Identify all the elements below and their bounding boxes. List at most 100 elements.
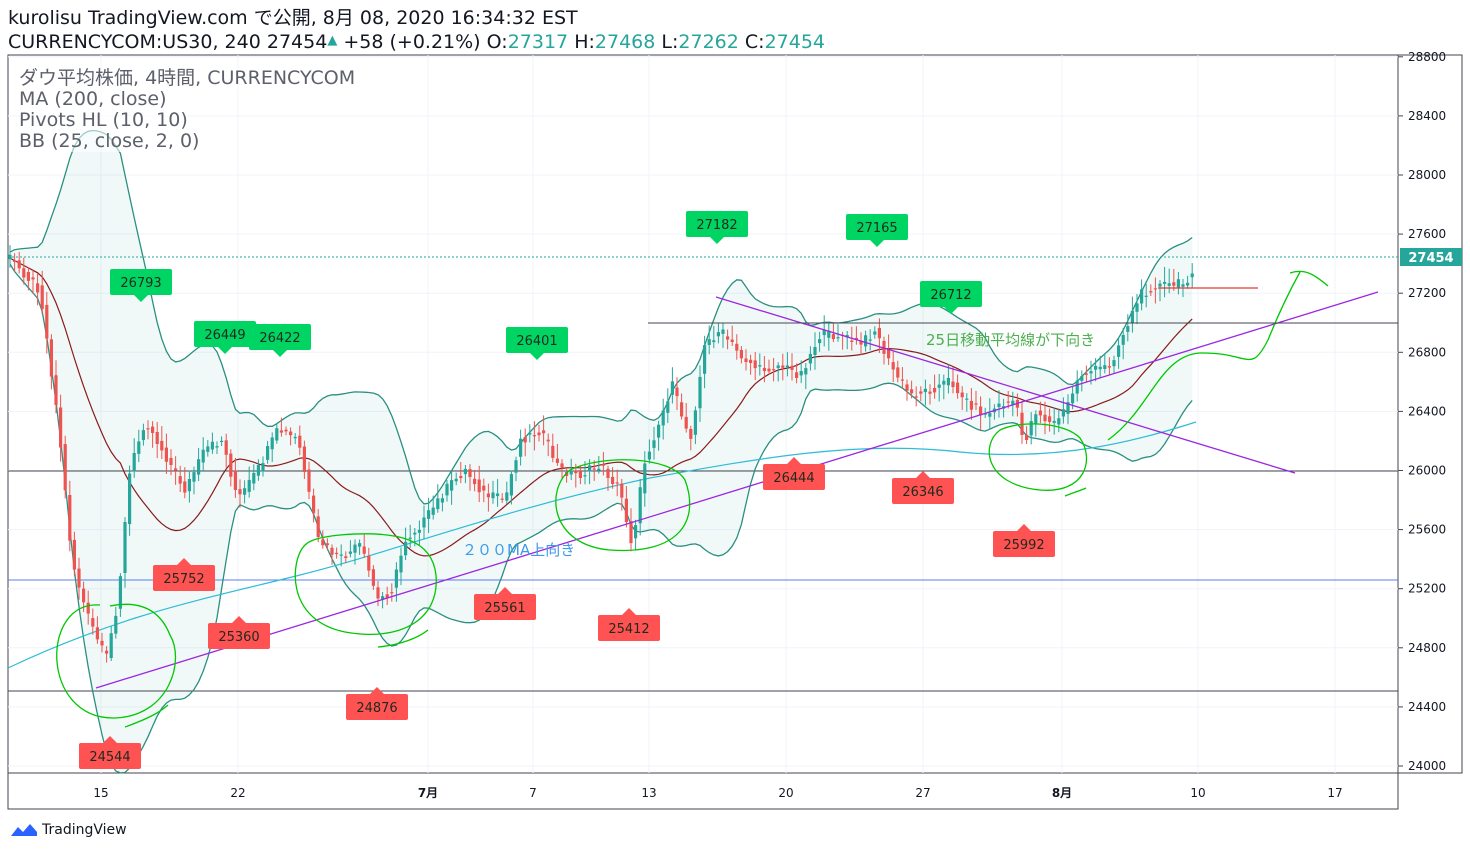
candle-body	[1103, 365, 1107, 369]
candle-body	[316, 516, 320, 537]
candle-body	[1006, 401, 1010, 403]
candle-body	[284, 429, 288, 432]
candle-body	[1029, 421, 1033, 436]
pivot-high-3-pointer	[530, 353, 544, 360]
pivot-low-8-pointer	[1017, 524, 1031, 531]
drawings	[56, 270, 1398, 728]
candle-body	[463, 468, 467, 475]
candle-body	[831, 334, 835, 340]
candle-body	[261, 463, 265, 472]
pivot-low-6-text: 26444	[773, 471, 814, 486]
candle-body	[574, 470, 578, 474]
candle-body	[542, 430, 546, 434]
candle-body	[371, 569, 375, 586]
candle-body	[413, 532, 417, 535]
candle-body	[54, 375, 58, 405]
candle-body	[781, 365, 785, 368]
indicator-ma200[interactable]: MA (200, close)	[19, 88, 167, 110]
indicator-pivots[interactable]: Pivots HL (10, 10)	[19, 109, 188, 131]
pivot-high-2-box	[249, 324, 311, 350]
candle-body	[565, 472, 569, 476]
candle-body	[114, 615, 118, 634]
candle-body	[1094, 365, 1098, 370]
candle-body	[325, 543, 329, 546]
pivot-high-4-box	[686, 211, 748, 237]
pivot-low-6-box	[763, 464, 825, 490]
candle-body	[555, 458, 559, 463]
candle-body	[569, 470, 573, 475]
candle-body	[1089, 371, 1093, 374]
pivot-high-0-box	[110, 269, 172, 295]
candle-body	[721, 329, 725, 334]
candle-body	[169, 457, 173, 465]
pivot-low-1-text: 25752	[163, 572, 204, 587]
candle-body	[822, 330, 826, 336]
time-axis	[7, 772, 1399, 810]
candle-body	[440, 498, 444, 503]
candle-body	[82, 588, 86, 603]
candle-body	[450, 480, 454, 491]
candle-body	[523, 437, 527, 443]
candle-body	[675, 387, 679, 397]
xtick-5: 20	[778, 786, 793, 800]
candle-body	[1057, 418, 1061, 425]
candle-body	[1126, 326, 1130, 332]
candle-body	[1117, 345, 1121, 357]
pivot-low-4: 25561	[474, 587, 536, 620]
candle-body	[468, 469, 472, 477]
ytick-26800: 26800	[1408, 345, 1446, 359]
pivot-high-6-pointer	[944, 307, 958, 314]
pivot-low-4-pointer	[498, 587, 512, 594]
candle-body	[818, 339, 822, 344]
candle-body	[896, 367, 900, 378]
candle-body	[390, 592, 394, 594]
candle-body	[551, 445, 555, 458]
xtick-8: 10	[1190, 786, 1205, 800]
candle-body	[49, 339, 53, 377]
candle-body	[652, 440, 656, 448]
candle-body	[1011, 400, 1015, 405]
candle-body	[1084, 373, 1088, 375]
candle-body	[95, 627, 99, 640]
candle-body	[321, 539, 325, 546]
pivot-high-4-pointer	[710, 237, 724, 244]
candle-body	[339, 554, 343, 556]
resistance-trendline	[715, 296, 1296, 474]
candle-body	[629, 521, 633, 544]
candle-body	[362, 546, 366, 554]
bollinger-fill	[10, 130, 1193, 773]
candle-body	[900, 379, 904, 381]
candle-body	[597, 468, 601, 471]
candle-body	[155, 432, 159, 444]
candle-body	[422, 517, 426, 528]
pivot-high-3: 26401	[506, 327, 568, 360]
pivot-low-6: 26444	[763, 457, 825, 490]
candle-body	[578, 471, 582, 478]
candle-body	[960, 392, 964, 398]
pivot-high-2-pointer	[273, 350, 287, 357]
indicator-bb[interactable]: BB (25, close, 2, 0)	[19, 130, 200, 152]
candle-body	[854, 337, 858, 340]
candle-body	[1107, 366, 1111, 368]
candle-body	[91, 618, 95, 627]
open-value: 27317	[507, 31, 569, 53]
last-price-marker: 27454	[8, 248, 1462, 266]
ytick-25200: 25200	[1408, 582, 1446, 596]
candle-body	[293, 436, 297, 439]
candle-body	[606, 468, 610, 478]
candle-body	[1172, 282, 1176, 286]
candle-body	[275, 428, 279, 441]
candle-body	[937, 384, 941, 388]
candle-body	[712, 340, 716, 343]
candle-body	[795, 372, 799, 378]
candle-body	[592, 468, 596, 470]
candle-body	[500, 498, 504, 500]
circle-mark-2	[294, 533, 437, 648]
indicator-symbol[interactable]: ダウ平均株価, 4時間, CURRENCYCOM	[19, 67, 356, 89]
tradingview-footer[interactable]: TradingView	[10, 822, 127, 838]
candle-body	[178, 476, 182, 484]
open-label: O:	[486, 31, 508, 53]
candle-body	[100, 640, 104, 646]
candle-body	[979, 406, 983, 416]
